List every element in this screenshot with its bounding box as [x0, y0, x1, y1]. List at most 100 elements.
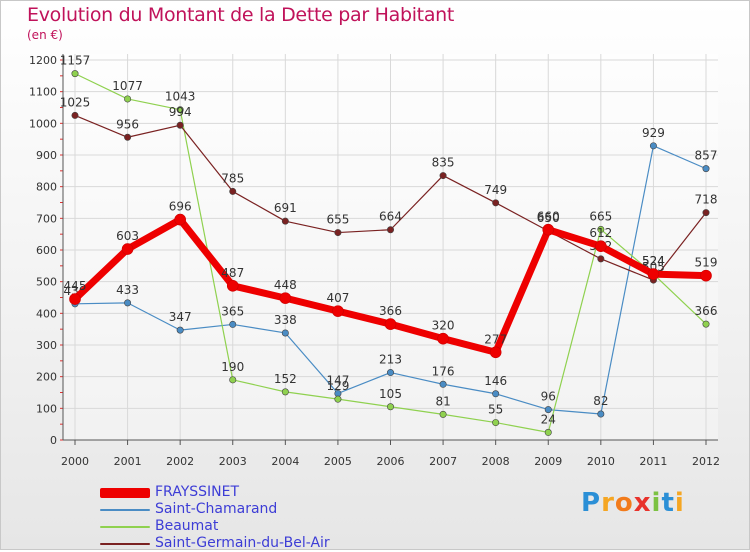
proxiti-logo: Proxiti — [581, 488, 685, 518]
data-label-saint-chamarand: 929 — [642, 126, 665, 140]
data-label-saint-germain-du-bel-air: 718 — [695, 193, 718, 207]
data-point-frayssinet — [384, 318, 397, 330]
data-label-saint-chamarand: 146 — [484, 374, 507, 388]
data-label-frayssinet: 519 — [695, 256, 718, 270]
data-label-saint-germain-du-bel-air: 664 — [379, 210, 402, 224]
data-label-saint-germain-du-bel-air: 835 — [432, 156, 455, 170]
data-point-saint-germain-du-bel-air — [124, 133, 132, 141]
data-point-saint-chamarand — [124, 299, 132, 307]
logo-letter: o — [614, 488, 634, 518]
data-point-beaumat — [124, 95, 132, 103]
data-label-saint-germain-du-bel-air: 1025 — [60, 95, 91, 109]
data-label-beaumat: 1157 — [60, 54, 91, 68]
legend-label: Saint-Germain-du-Bel-Air — [155, 535, 330, 551]
data-label-saint-chamarand: 213 — [379, 353, 402, 367]
data-point-saint-germain-du-bel-air — [597, 255, 605, 263]
legend-label: Saint-Chamarand — [155, 501, 278, 517]
data-point-beaumat — [334, 395, 342, 403]
data-label-beaumat: 24 — [541, 412, 556, 426]
x-tick-label: 2007 — [429, 455, 457, 468]
data-label-beaumat: 81 — [435, 394, 450, 408]
legend-item-saint-chamarand: Saint-Chamarand — [100, 501, 360, 518]
data-point-saint-chamarand — [229, 320, 237, 328]
x-tick-label: 2008 — [482, 455, 510, 468]
data-label-frayssinet: 366 — [379, 304, 402, 318]
logo-letter: i — [674, 488, 685, 518]
legend-item-frayssinet: FRAYSSINET — [100, 484, 360, 501]
data-label-frayssinet: 320 — [432, 319, 455, 333]
x-tick-label: 2006 — [377, 455, 405, 468]
data-label-saint-chamarand: 347 — [169, 310, 192, 324]
data-point-beaumat — [597, 225, 605, 233]
legend-swatch-saint-germain-du-bel-air — [100, 543, 150, 545]
data-label-saint-germain-du-bel-air: 650 — [537, 211, 560, 225]
data-point-saint-chamarand — [386, 369, 394, 377]
data-label-frayssinet: 524 — [642, 254, 665, 268]
data-point-saint-chamarand — [649, 142, 657, 150]
data-point-beaumat — [71, 70, 79, 78]
data-label-saint-germain-du-bel-air: 691 — [274, 201, 297, 215]
data-point-saint-germain-du-bel-air — [334, 229, 342, 237]
data-label-saint-germain-du-bel-air: 655 — [326, 213, 349, 227]
legend-swatch-beaumat — [100, 526, 150, 528]
data-label-saint-chamarand: 857 — [695, 149, 718, 163]
data-point-frayssinet — [332, 305, 344, 317]
data-point-saint-germain-du-bel-air — [71, 111, 79, 119]
data-point-saint-chamarand — [439, 380, 447, 388]
y-tick-label: 1100 — [29, 86, 57, 99]
data-label-saint-chamarand: 433 — [116, 283, 139, 297]
x-tick-label: 2002 — [166, 455, 194, 468]
data-point-beaumat — [229, 376, 237, 384]
data-label-beaumat: 1077 — [112, 79, 143, 93]
data-point-beaumat — [439, 410, 447, 418]
y-tick-label: 900 — [36, 149, 57, 162]
data-label-saint-chamarand: 147 — [326, 373, 349, 387]
y-tick-label: 1000 — [29, 117, 57, 130]
data-label-frayssinet: 612 — [589, 226, 612, 240]
data-point-beaumat — [281, 388, 289, 396]
data-label-beaumat: 152 — [274, 372, 297, 386]
data-label-saint-germain-du-bel-air: 994 — [169, 105, 192, 119]
data-label-saint-chamarand: 176 — [432, 364, 455, 378]
data-point-beaumat — [386, 403, 394, 411]
logo-letter: r — [601, 488, 615, 518]
data-point-saint-germain-du-bel-air — [386, 226, 394, 234]
data-point-saint-germain-du-bel-air — [702, 209, 710, 217]
data-label-saint-germain-du-bel-air: 956 — [116, 117, 139, 131]
data-point-frayssinet — [489, 346, 502, 359]
data-label-saint-chamarand: 82 — [593, 394, 608, 408]
x-tick-label: 2012 — [692, 455, 720, 468]
data-point-frayssinet — [121, 243, 134, 255]
data-point-saint-chamarand — [281, 329, 289, 337]
data-label-saint-chamarand: 96 — [541, 390, 556, 404]
x-tick-label: 2003 — [219, 455, 247, 468]
data-point-frayssinet — [226, 279, 239, 292]
legend-label: Beaumat — [155, 518, 219, 534]
data-point-frayssinet — [279, 292, 292, 304]
data-label-saint-germain-du-bel-air: 785 — [221, 171, 244, 185]
logo-letter: t — [661, 488, 675, 518]
logo-letter: i — [651, 488, 662, 518]
data-point-beaumat — [702, 320, 710, 328]
data-point-beaumat — [492, 419, 500, 427]
data-point-saint-chamarand — [597, 410, 605, 418]
data-point-saint-chamarand — [492, 390, 500, 398]
data-label-beaumat: 524 — [642, 254, 665, 268]
data-point-beaumat — [544, 428, 552, 436]
data-point-frayssinet — [69, 293, 81, 305]
legend-swatch-saint-chamarand — [100, 509, 150, 511]
data-point-saint-germain-du-bel-air — [176, 121, 184, 129]
y-tick-label: 300 — [36, 339, 57, 352]
chart-title: Evolution du Montant de la Dette par Hab… — [27, 4, 455, 26]
data-label-frayssinet: 660 — [537, 210, 560, 224]
data-label-beaumat: 366 — [695, 304, 718, 318]
y-tick-label: 400 — [36, 307, 57, 320]
data-label-saint-chamarand: 338 — [274, 313, 297, 327]
y-tick-label: 800 — [36, 181, 57, 194]
y-tick-label: 600 — [36, 244, 57, 257]
legend: FRAYSSINET Saint-Chamarand Beaumat Saint… — [100, 484, 360, 552]
data-label-frayssinet: 487 — [221, 266, 244, 280]
data-label-frayssinet: 696 — [169, 200, 192, 214]
data-label-frayssinet: 603 — [116, 229, 139, 243]
data-label-saint-chamarand: 365 — [221, 304, 244, 318]
